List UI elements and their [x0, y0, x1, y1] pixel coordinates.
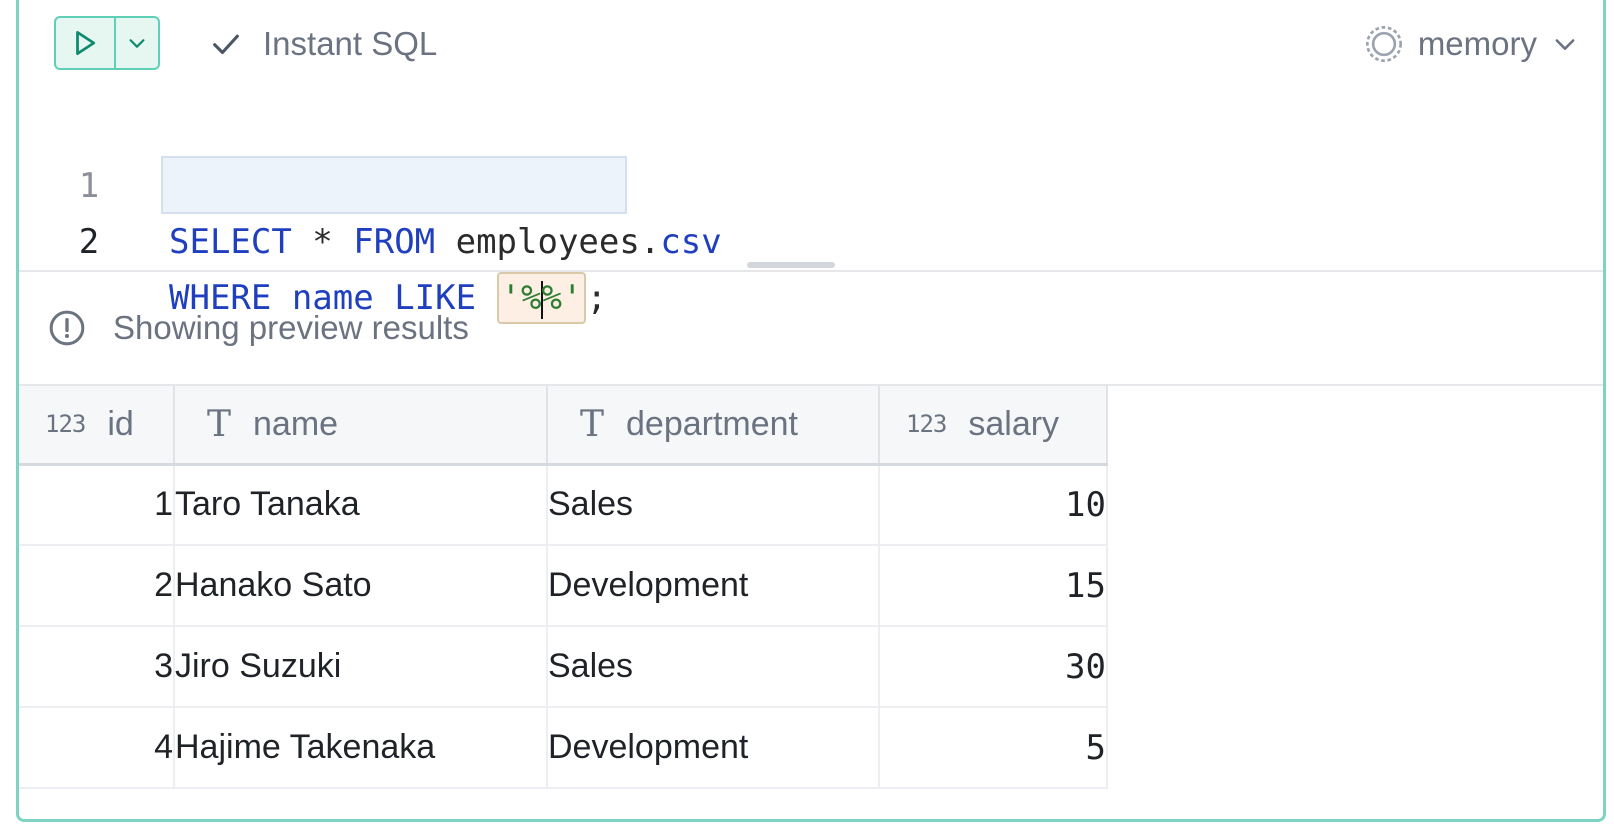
cell-salary[interactable]: 30 [879, 626, 1108, 708]
run-options-dropdown[interactable] [116, 18, 158, 68]
instant-sql-label: Instant SQL [263, 25, 438, 62]
sql-keyword: WHERE [169, 278, 272, 318]
instant-sql-toggle[interactable]: Instant SQL [209, 20, 437, 68]
sql-operator: * [291, 222, 354, 262]
cell-name[interactable]: Hanako Sato [174, 545, 548, 627]
code-line-1: SELECT * FROM employees.csv [169, 214, 722, 270]
code-line-2: WHERE name LIKE '%%'; [169, 270, 607, 326]
database-label: memory [1417, 25, 1537, 62]
sql-table-name: employees. [435, 222, 661, 262]
preview-notice-text: Showing preview results [113, 309, 469, 346]
sql-keyword: SELECT [169, 222, 292, 262]
sql-column: name [271, 278, 395, 318]
cell-toolbar: Instant SQL memory [19, 0, 1603, 90]
text-type-icon: T [207, 403, 232, 445]
cell-id[interactable]: 3 [19, 626, 175, 708]
cell-id[interactable]: 1 [19, 464, 175, 546]
play-icon [76, 31, 96, 55]
cell-name[interactable]: Hajime Takenaka [174, 707, 548, 789]
check-icon [213, 34, 239, 55]
sql-keyword: FROM [353, 222, 436, 262]
text-type-icon: T [580, 403, 605, 445]
cell-department[interactable]: Sales [547, 464, 880, 546]
info-circle-icon [49, 310, 85, 346]
divider [19, 384, 1603, 386]
editor-line: 1 SELECT * FROM employees.csv [19, 102, 722, 262]
run-button-group [54, 16, 160, 70]
chevron-down-icon [129, 39, 145, 48]
cell-department[interactable]: Development [547, 545, 880, 627]
table-row: 2 Hanako Sato Development 15 [19, 545, 1108, 627]
editor-line: 2 WHERE name LIKE '%%'; [19, 158, 607, 324]
cell-name[interactable]: Taro Tanaka [174, 464, 548, 546]
sql-editor[interactable]: 1 SELECT * FROM employees.csv 2 WHERE na… [19, 100, 1603, 324]
divider [19, 270, 1603, 272]
database-selector[interactable]: memory [1364, 20, 1579, 68]
cell-id[interactable]: 2 [19, 545, 175, 627]
run-button[interactable] [56, 18, 116, 68]
query-cell: Instant SQL memory 1 SELECT * FROM emplo… [16, 0, 1606, 822]
cell-salary[interactable]: 10 [879, 464, 1108, 546]
cell-id[interactable]: 4 [19, 707, 175, 789]
cell-salary[interactable]: 15 [879, 545, 1108, 627]
sql-string-literal: '%%' [496, 272, 587, 324]
number-type-icon: 123 [45, 410, 86, 439]
cell-department[interactable]: Sales [547, 626, 880, 708]
active-line-highlight [161, 156, 627, 214]
database-status-icon [1365, 26, 1402, 62]
line-number: 2 [78, 222, 100, 262]
number-type-icon: 123 [906, 410, 947, 439]
cell-name[interactable]: Jiro Suzuki [174, 626, 548, 708]
preview-notice: Showing preview results [47, 300, 469, 356]
sql-keyword: LIKE [394, 278, 477, 318]
column-header-salary[interactable]: 123 salary [879, 386, 1108, 466]
table-row: 3 Jiro Suzuki Sales 30 [19, 626, 1108, 708]
sql-table-extension: csv [660, 222, 722, 262]
line-number: 1 [78, 166, 100, 206]
table-row: 1 Taro Tanaka Sales 10 [19, 464, 1108, 546]
column-header-id[interactable]: 123 id [19, 386, 175, 466]
chevron-down-icon [1555, 39, 1575, 50]
table-row: 4 Hajime Takenaka Development 5 [19, 707, 1108, 789]
sql-terminator: ; [586, 278, 607, 318]
text-cursor [540, 280, 543, 319]
cell-salary[interactable]: 5 [879, 707, 1108, 789]
editor-resize-handle[interactable] [747, 262, 835, 268]
cell-department[interactable]: Development [547, 707, 880, 789]
